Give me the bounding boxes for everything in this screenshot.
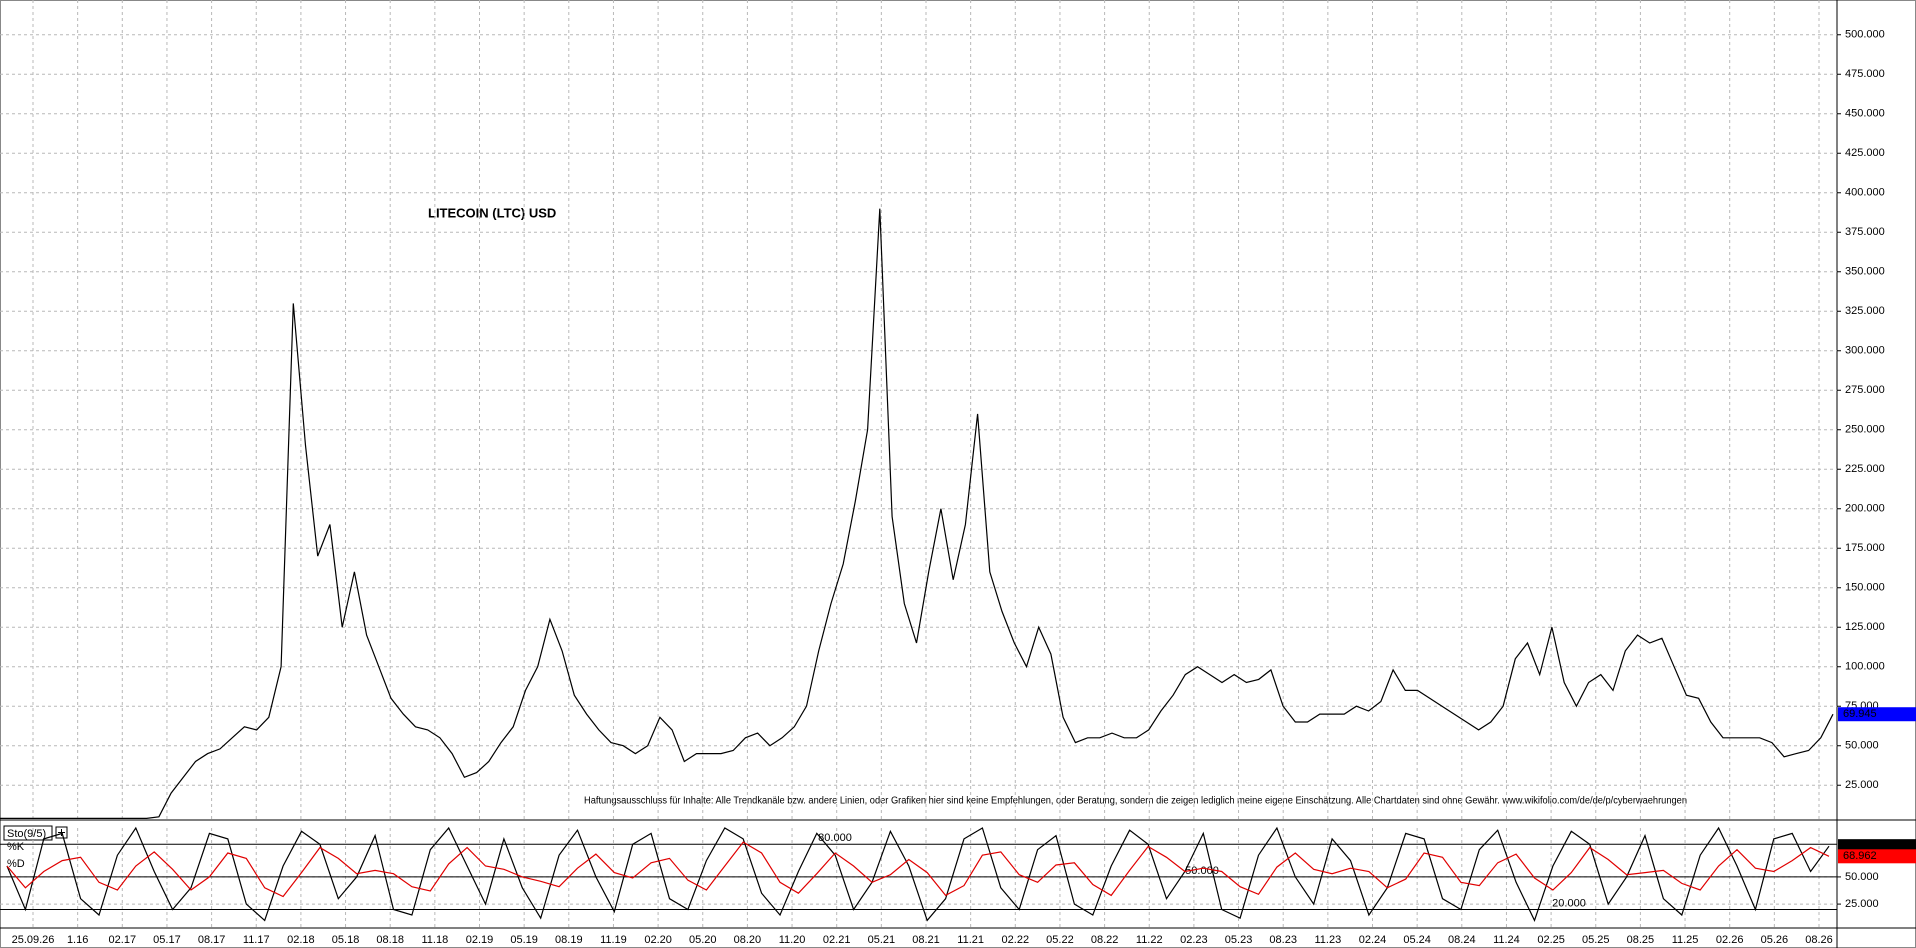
- x-tick-label: 02.18: [287, 934, 315, 946]
- x-tick-label: 08.22: [1091, 934, 1119, 946]
- y-tick-label: 275.000: [1845, 384, 1885, 396]
- x-tick-label: 08.26: [1805, 934, 1833, 946]
- y-tick-label: 400.000: [1845, 187, 1885, 199]
- y-tick-label: 125.000: [1845, 621, 1885, 633]
- series-line: [6, 826, 1830, 922]
- x-tick-label: 05.22: [1046, 934, 1074, 946]
- y-tick-label: 150.000: [1845, 582, 1885, 594]
- x-tick-label: 05.24: [1403, 934, 1431, 946]
- x-tick-label: 05.26: [1761, 934, 1789, 946]
- indicator-box[interactable]: [3, 825, 53, 841]
- y-tick-label: 350.000: [1845, 266, 1885, 278]
- x-tick-label: 08.18: [376, 934, 404, 946]
- x-tick-label: 02.19: [466, 934, 494, 946]
- y-tick-label: 100.000: [1845, 661, 1885, 673]
- x-tick-label: 02.20: [644, 934, 672, 946]
- x-tick-label: 08.21: [912, 934, 940, 946]
- x-tick-label: 11.17: [243, 934, 270, 946]
- x-tick-label: 02.17: [109, 934, 137, 946]
- value-box-label: 78.282: [1843, 840, 1877, 852]
- x-tick-label: 11.22: [1136, 934, 1163, 946]
- y-tick-label: 50.000: [1845, 871, 1879, 883]
- x-tick-label: 11.19: [600, 934, 627, 946]
- x-tick-label: 08.23: [1269, 934, 1297, 946]
- x-tick-label: 08.19: [555, 934, 583, 946]
- x-tick-label: 11.20: [779, 934, 806, 946]
- x-tick-label: 1.16: [67, 934, 88, 946]
- value-box-label: 68.962: [1843, 850, 1877, 862]
- x-tick-label: 05.25: [1582, 934, 1610, 946]
- x-tick-label: 02.22: [1002, 934, 1030, 946]
- x-tick-label: 11.25: [1672, 934, 1699, 946]
- y-tick-label: 200.000: [1845, 503, 1885, 515]
- x-tick-label: 11.18: [421, 934, 448, 946]
- legend-label: %K: [7, 841, 25, 853]
- x-tick-label: 02.25: [1537, 934, 1565, 946]
- series-line: [6, 841, 1830, 898]
- x-tick-label: 11.21: [957, 934, 984, 946]
- x-tick-label: 05.20: [689, 934, 717, 946]
- x-tick-label: 11.23: [1314, 934, 1341, 946]
- y-tick-label: 50.000: [1845, 740, 1879, 752]
- y-tick-label: 375.000: [1845, 226, 1885, 238]
- y-tick-label: 425.000: [1845, 147, 1885, 159]
- x-tick-label: 02.21: [823, 934, 851, 946]
- level-label: 20.000: [1552, 897, 1586, 909]
- y-tick-label: 300.000: [1845, 345, 1885, 357]
- x-tick-label: 08.17: [198, 934, 226, 946]
- y-tick-label: 225.000: [1845, 463, 1885, 475]
- add-icon: [58, 829, 65, 836]
- y-tick-label: 175.000: [1845, 542, 1885, 554]
- x-tick-label: 05.23: [1225, 934, 1253, 946]
- y-tick-label: 450.000: [1845, 108, 1885, 120]
- x-tick-label: 05.21: [868, 934, 896, 946]
- y-tick-label: 250.000: [1845, 424, 1885, 436]
- value-box: [1838, 707, 1916, 722]
- x-tick-label: 02.23: [1180, 934, 1208, 946]
- x-tick-label: 08.20: [734, 934, 762, 946]
- value-box-label: 69.945: [1843, 708, 1877, 720]
- y-tick-label: 500.000: [1845, 29, 1885, 41]
- x-tick-label: 08.25: [1627, 934, 1655, 946]
- y-tick-label: 25.000: [1845, 779, 1879, 791]
- x-tick-label: 02.26: [1716, 934, 1744, 946]
- disclaimer: Haftungsausschluss für Inhalte: Alle Tre…: [584, 796, 1687, 807]
- y-tick-label: 475.000: [1845, 68, 1885, 80]
- chart-title: LITECOIN (LTC) USD: [428, 205, 556, 220]
- x-tick-label: 25.09.26: [12, 934, 55, 946]
- x-tick-label: 05.17: [153, 934, 181, 946]
- level-label: 80.000: [818, 832, 852, 844]
- x-tick-label: 11.24: [1493, 934, 1520, 946]
- series-line: [0, 208, 1834, 820]
- indicator-title: Sto(9/5): [7, 828, 46, 840]
- value-box: [1838, 849, 1916, 864]
- level-label: 50.000: [1185, 865, 1219, 877]
- y-tick-label: 325.000: [1845, 305, 1885, 317]
- x-tick-label: 05.18: [332, 934, 360, 946]
- y-tick-label: 25.000: [1845, 898, 1879, 910]
- legend-label: %D: [7, 858, 25, 870]
- x-tick-label: 02.24: [1359, 934, 1387, 946]
- x-tick-label: 08.24: [1448, 934, 1476, 946]
- x-tick-label: 05.19: [510, 934, 538, 946]
